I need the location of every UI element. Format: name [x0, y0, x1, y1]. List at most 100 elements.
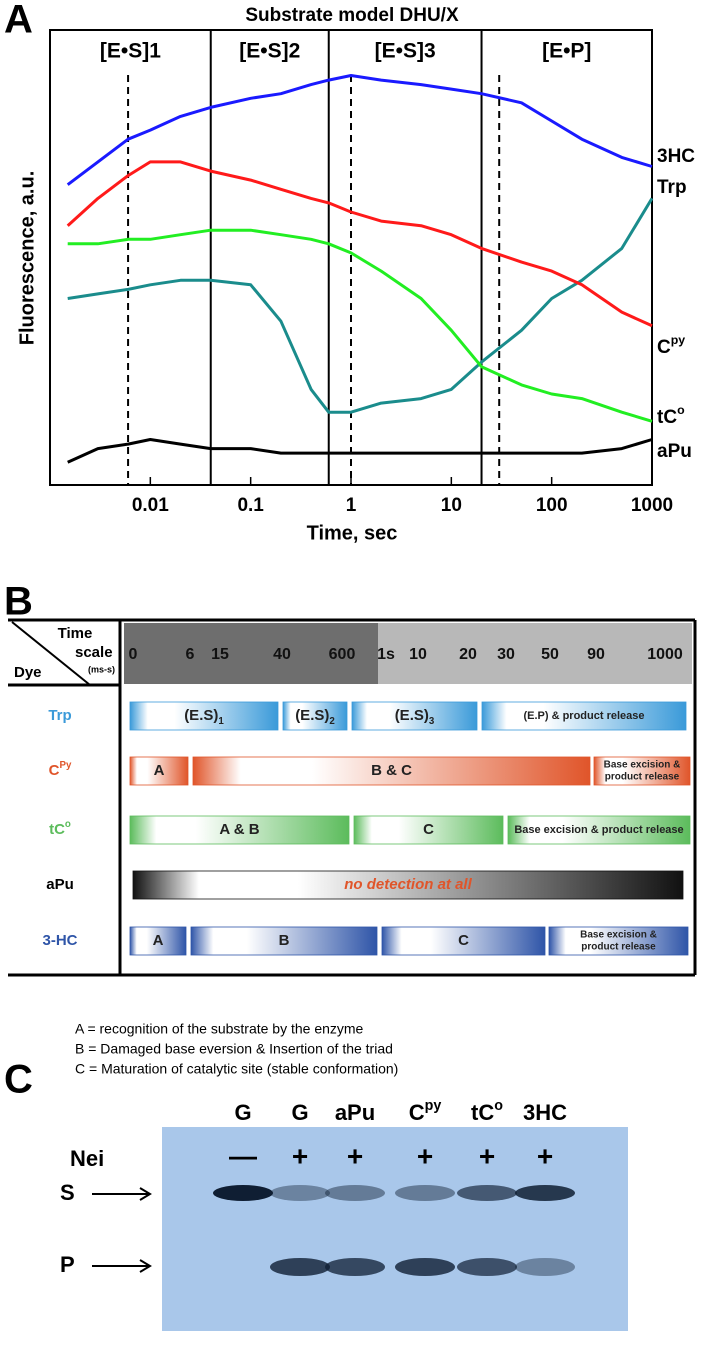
segment-label: Base excision & product release: [514, 824, 683, 836]
segment-label: no detection at all: [344, 876, 472, 893]
time-scale-s: [378, 623, 692, 684]
dye-label-main: tC: [49, 821, 65, 838]
segment-label-main: (E.S): [395, 707, 429, 724]
phase-label: [E•S]1: [100, 40, 161, 63]
dye-label: Trp: [48, 707, 71, 724]
phase-bar: [353, 815, 504, 845]
lane-label-main: G: [234, 1100, 251, 1125]
segment-label-sub: 1: [218, 716, 224, 727]
segment-label-sub: 3: [429, 716, 435, 727]
series-label: Trp: [657, 177, 687, 198]
segment-label: (E.S)3: [395, 707, 435, 727]
y-axis-label: Fluorescence, a.u.: [16, 171, 38, 346]
series-label-sup: o: [677, 403, 685, 417]
series-line: [67, 197, 654, 414]
phase-bar: [129, 756, 189, 786]
band-p: [325, 1258, 385, 1276]
phase-bar: [507, 815, 691, 845]
key-line: A = recognition of the substrate by the …: [75, 1021, 364, 1037]
panel-label: A: [4, 0, 33, 42]
arrows: [92, 1187, 152, 1273]
lane-label: G: [291, 1100, 308, 1125]
phase-bar: [381, 926, 546, 956]
phase-bar: [593, 756, 691, 786]
time-scale-label: 0: [129, 646, 138, 663]
segment-label: A: [154, 762, 165, 779]
series-label-main: C: [657, 337, 671, 358]
time-scale-ms: [124, 623, 378, 684]
series-label-main: Trp: [657, 177, 687, 198]
dye-label-sup: Py: [59, 760, 72, 771]
header-time: Time: [58, 625, 93, 642]
lane-label-main: 3HC: [523, 1100, 567, 1125]
panel-label: C: [4, 1058, 33, 1102]
band-p: [515, 1258, 575, 1276]
band-s: [325, 1185, 385, 1201]
segment-label-main: B: [279, 932, 290, 949]
segment-label: C: [423, 821, 434, 838]
phase-bar: [129, 926, 187, 956]
band-s: [213, 1185, 273, 1201]
lane-label-main: aPu: [335, 1100, 375, 1125]
segment-label-main: Base excision & product release: [514, 824, 683, 836]
x-tick-label: 1000: [631, 495, 673, 516]
segment-label: B: [279, 932, 290, 949]
key-line: C = Maturation of catalytic site (stable…: [75, 1061, 398, 1077]
lane-label-main: tC: [471, 1100, 494, 1125]
segment-label: Base excision &: [580, 930, 657, 941]
header-dye: Dye: [14, 664, 42, 681]
series-line: [67, 438, 653, 464]
nei-sign: +: [537, 1140, 553, 1171]
time-scale-label: 600: [329, 646, 356, 663]
key-line: B = Damaged base eversion & Insertion of…: [75, 1041, 393, 1057]
gel: [162, 1127, 628, 1331]
phase-label: [E•P]: [542, 40, 591, 63]
time-scale-label: 20: [459, 646, 477, 663]
dye-label-sup: o: [65, 819, 71, 830]
band-s: [270, 1185, 330, 1201]
dye-label: tCo: [49, 819, 71, 838]
lane-label: tCo: [471, 1098, 503, 1125]
phase-bar: [351, 701, 478, 731]
nei-sign: +: [292, 1140, 308, 1171]
series-label-main: aPu: [657, 441, 692, 462]
dye-label: CPy: [49, 760, 72, 779]
panel-b-frame: [8, 618, 697, 977]
series-label-sup: py: [671, 333, 686, 347]
series-label: tCo: [657, 403, 685, 428]
segment-label-main: C: [423, 821, 434, 838]
band-label: S: [60, 1180, 75, 1205]
series-label: Cpy: [657, 333, 685, 358]
nei-sign: —: [229, 1140, 257, 1171]
nei-sign: +: [479, 1140, 495, 1171]
series-line: [66, 74, 653, 186]
x-tick-label: 0.01: [132, 495, 169, 516]
phase-bar: [129, 815, 350, 845]
dye-label: 3-HC: [42, 932, 77, 949]
segment-label-main: C: [458, 932, 469, 949]
segment-label: B & C: [371, 762, 412, 779]
phase-bar: [192, 756, 591, 786]
x-tick-label: 0.1: [237, 495, 264, 516]
segment-label-main: no detection at all: [344, 876, 472, 893]
phase-bar: [282, 701, 348, 731]
time-scale-label: 1s: [377, 646, 395, 663]
header-scale: scale: [75, 644, 113, 661]
band-label: P: [60, 1252, 75, 1277]
segment-label-main: A & B: [219, 821, 259, 838]
phase-bar: [548, 926, 689, 956]
header-unit: (ms-s): [88, 664, 115, 674]
segment-label-main: (E.S): [184, 707, 218, 724]
phase-bar: [132, 870, 684, 900]
phase-bar: [129, 701, 279, 731]
band-s: [457, 1185, 517, 1201]
time-scale-label: 15: [211, 646, 229, 663]
phase-bar: [481, 701, 687, 731]
time-scale-label: 40: [273, 646, 291, 663]
segment-label: (E.S)2: [295, 707, 335, 727]
segment-label: A & B: [219, 821, 259, 838]
time-scale-label: 10: [409, 646, 427, 663]
lane-label: 3HC: [523, 1100, 567, 1125]
series-label: aPu: [657, 441, 692, 462]
